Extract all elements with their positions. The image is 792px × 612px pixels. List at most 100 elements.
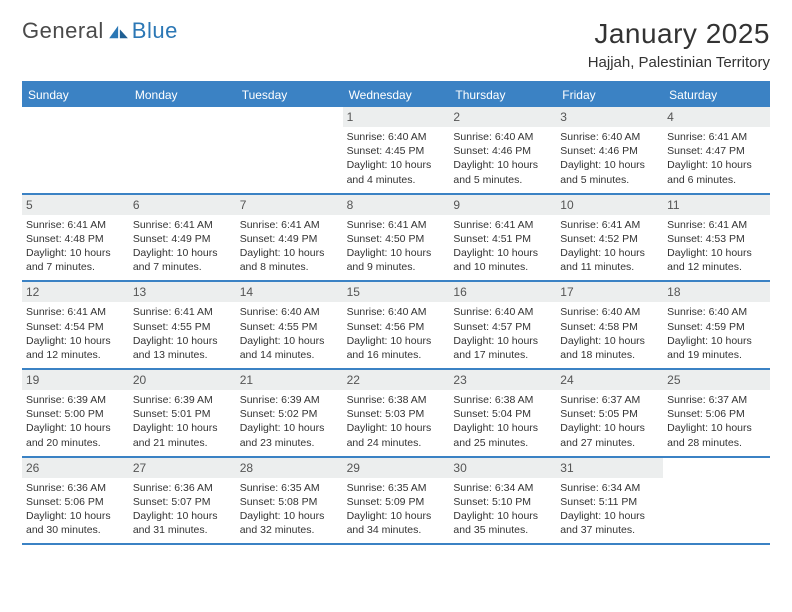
day-cell (236, 107, 343, 193)
sunrise-text: Sunrise: 6:35 AM (347, 481, 446, 495)
day-cell: 17Sunrise: 6:40 AMSunset: 4:58 PMDayligh… (556, 282, 663, 368)
sunrise-text: Sunrise: 6:34 AM (453, 481, 552, 495)
day-number: 13 (129, 282, 236, 302)
dl1-text: Daylight: 10 hours (453, 334, 552, 348)
sunrise-text: Sunrise: 6:41 AM (26, 218, 125, 232)
day-cell: 2 Sunrise: 6:40 AMSunset: 4:46 PMDaylight… (449, 107, 556, 193)
day-cell: 11Sunrise: 6:41 AMSunset: 4:53 PMDayligh… (663, 195, 770, 281)
day-cell: 13Sunrise: 6:41 AMSunset: 4:55 PMDayligh… (129, 282, 236, 368)
day-cell: 28Sunrise: 6:35 AMSunset: 5:08 PMDayligh… (236, 458, 343, 544)
dl2-text: and 16 minutes. (347, 348, 446, 362)
dl1-text: Daylight: 10 hours (560, 246, 659, 260)
day-number: 10 (556, 195, 663, 215)
weekday-header-row: Sunday Monday Tuesday Wednesday Thursday… (22, 83, 770, 107)
sunrise-text: Sunrise: 6:39 AM (133, 393, 232, 407)
day-number: 8 (343, 195, 450, 215)
sunrise-text: Sunrise: 6:40 AM (667, 305, 766, 319)
week-row: 19Sunrise: 6:39 AMSunset: 5:00 PMDayligh… (22, 370, 770, 458)
dl2-text: and 19 minutes. (667, 348, 766, 362)
week-row: 5Sunrise: 6:41 AMSunset: 4:48 PMDaylight… (22, 195, 770, 283)
day-number: 24 (556, 370, 663, 390)
day-number: 21 (236, 370, 343, 390)
day-number: 20 (129, 370, 236, 390)
day-number: 30 (449, 458, 556, 478)
dl1-text: Daylight: 10 hours (453, 158, 552, 172)
dl2-text: and 32 minutes. (240, 523, 339, 537)
sunrise-text: Sunrise: 6:40 AM (453, 130, 552, 144)
sunset-text: Sunset: 4:55 PM (240, 320, 339, 334)
dl2-text: and 17 minutes. (453, 348, 552, 362)
day-cell: 21Sunrise: 6:39 AMSunset: 5:02 PMDayligh… (236, 370, 343, 456)
sunrise-text: Sunrise: 6:41 AM (667, 130, 766, 144)
logo-text-general: General (22, 18, 104, 44)
sunset-text: Sunset: 5:07 PM (133, 495, 232, 509)
day-number: 11 (663, 195, 770, 215)
dl1-text: Daylight: 10 hours (133, 334, 232, 348)
day-cell (663, 458, 770, 544)
dl1-text: Daylight: 10 hours (26, 509, 125, 523)
dl2-text: and 8 minutes. (240, 260, 339, 274)
dl1-text: Daylight: 10 hours (240, 509, 339, 523)
sunrise-text: Sunrise: 6:41 AM (133, 305, 232, 319)
dl2-text: and 34 minutes. (347, 523, 446, 537)
sunrise-text: Sunrise: 6:41 AM (560, 218, 659, 232)
day-cell: 12Sunrise: 6:41 AMSunset: 4:54 PMDayligh… (22, 282, 129, 368)
day-cell: 23Sunrise: 6:38 AMSunset: 5:04 PMDayligh… (449, 370, 556, 456)
dl2-text: and 7 minutes. (26, 260, 125, 274)
dl1-text: Daylight: 10 hours (347, 158, 446, 172)
sunset-text: Sunset: 4:49 PM (133, 232, 232, 246)
day-number: 31 (556, 458, 663, 478)
weekday-label: Wednesday (343, 83, 450, 107)
dl1-text: Daylight: 10 hours (133, 421, 232, 435)
dl1-text: Daylight: 10 hours (240, 246, 339, 260)
sunrise-text: Sunrise: 6:34 AM (560, 481, 659, 495)
sunrise-text: Sunrise: 6:39 AM (26, 393, 125, 407)
day-number: 2 (449, 107, 556, 127)
dl1-text: Daylight: 10 hours (26, 334, 125, 348)
dl2-text: and 20 minutes. (26, 436, 125, 450)
dl2-text: and 37 minutes. (560, 523, 659, 537)
sunrise-text: Sunrise: 6:41 AM (240, 218, 339, 232)
day-cell: 26Sunrise: 6:36 AMSunset: 5:06 PMDayligh… (22, 458, 129, 544)
sunrise-text: Sunrise: 6:40 AM (240, 305, 339, 319)
day-number: 25 (663, 370, 770, 390)
dl2-text: and 11 minutes. (560, 260, 659, 274)
day-number: 5 (22, 195, 129, 215)
day-cell (129, 107, 236, 193)
sunrise-text: Sunrise: 6:41 AM (667, 218, 766, 232)
dl2-text: and 12 minutes. (667, 260, 766, 274)
sunset-text: Sunset: 5:00 PM (26, 407, 125, 421)
dl1-text: Daylight: 10 hours (453, 509, 552, 523)
sunset-text: Sunset: 4:46 PM (453, 144, 552, 158)
sunset-text: Sunset: 5:05 PM (560, 407, 659, 421)
sunrise-text: Sunrise: 6:40 AM (453, 305, 552, 319)
day-number: 18 (663, 282, 770, 302)
day-number: 23 (449, 370, 556, 390)
dl1-text: Daylight: 10 hours (26, 421, 125, 435)
header: General Blue January 2025 Hajjah, Palest… (22, 18, 770, 71)
dl2-text: and 5 minutes. (560, 173, 659, 187)
dl2-text: and 24 minutes. (347, 436, 446, 450)
dl1-text: Daylight: 10 hours (453, 246, 552, 260)
day-cell: 24Sunrise: 6:37 AMSunset: 5:05 PMDayligh… (556, 370, 663, 456)
sunrise-text: Sunrise: 6:41 AM (347, 218, 446, 232)
day-number: 4 (663, 107, 770, 127)
dl2-text: and 30 minutes. (26, 523, 125, 537)
sunset-text: Sunset: 4:56 PM (347, 320, 446, 334)
dl2-text: and 21 minutes. (133, 436, 232, 450)
weekday-label: Tuesday (236, 83, 343, 107)
sunset-text: Sunset: 4:46 PM (560, 144, 659, 158)
day-number (22, 107, 129, 127)
day-cell: 18Sunrise: 6:40 AMSunset: 4:59 PMDayligh… (663, 282, 770, 368)
sunset-text: Sunset: 4:47 PM (667, 144, 766, 158)
dl2-text: and 31 minutes. (133, 523, 232, 537)
dl1-text: Daylight: 10 hours (667, 246, 766, 260)
sunset-text: Sunset: 5:06 PM (667, 407, 766, 421)
day-number: 22 (343, 370, 450, 390)
day-number: 29 (343, 458, 450, 478)
day-number (663, 458, 770, 478)
weekday-label: Sunday (22, 83, 129, 107)
week-row: 12Sunrise: 6:41 AMSunset: 4:54 PMDayligh… (22, 282, 770, 370)
sunset-text: Sunset: 4:50 PM (347, 232, 446, 246)
dl1-text: Daylight: 10 hours (240, 421, 339, 435)
